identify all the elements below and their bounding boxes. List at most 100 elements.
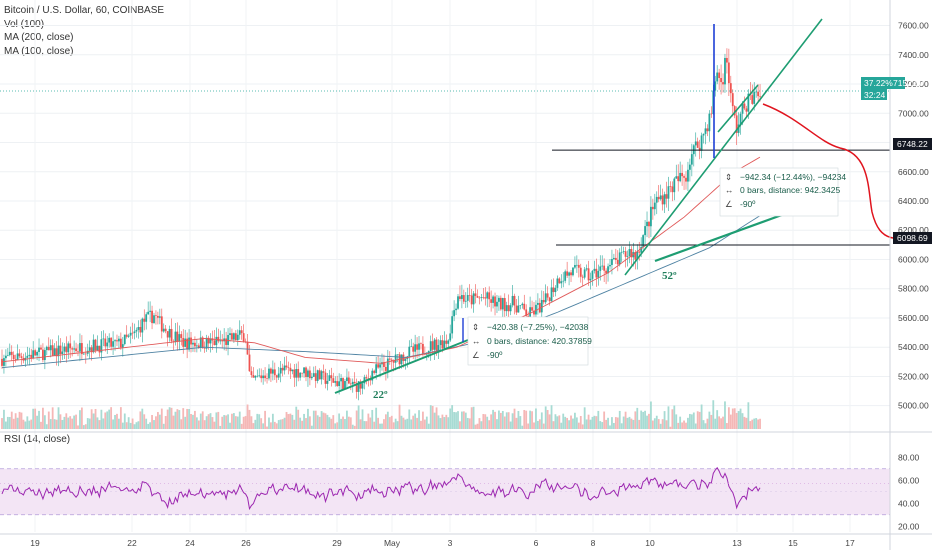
candle-body [63, 346, 66, 352]
candle-body [234, 333, 237, 341]
candle-body [611, 259, 613, 265]
candle-body [248, 354, 251, 372]
candle-body [51, 345, 54, 356]
measure-box-upper[interactable]: −942.34 (−12.44%), −94234 0 bars, distan… [719, 167, 846, 217]
volume-bar [82, 425, 85, 429]
volume-bar [511, 413, 514, 429]
candle-body [110, 337, 113, 347]
candle-body [336, 381, 339, 387]
volume-bar [357, 405, 360, 429]
volume-bar [550, 405, 553, 429]
volume-bar [36, 415, 38, 429]
volume-bar [384, 414, 387, 429]
candle-body [178, 334, 181, 342]
volume-bar [453, 412, 456, 429]
volume-bar [494, 411, 496, 429]
volume-bar [332, 415, 335, 429]
candle-body [283, 365, 286, 371]
volume-bar [531, 411, 533, 429]
candle-body [297, 369, 300, 378]
candle-body [566, 271, 569, 276]
volume-bar [106, 411, 109, 429]
volume-bar [599, 421, 602, 429]
volume-bar [324, 413, 327, 429]
volume-bar [308, 416, 311, 429]
candle-body [437, 345, 440, 351]
volume-bar [141, 408, 144, 429]
volume-bar [26, 416, 29, 429]
volume-bar [556, 416, 559, 429]
measure-box-lower[interactable]: −420.38 (−7.25%), −42038 0 bars, distanc… [467, 316, 592, 366]
volume-bar [119, 407, 122, 429]
volume-bar [71, 418, 74, 429]
candle-body [367, 378, 370, 379]
candle-body [347, 377, 350, 384]
volume-bar [227, 414, 229, 429]
volume-bar [217, 411, 220, 429]
trendline-steep [624, 18, 823, 276]
level-tag-upper: 6748.22 [893, 138, 932, 150]
volume-bar [38, 410, 40, 429]
volume-bar [521, 425, 524, 429]
volume-bar [696, 411, 699, 429]
volume-bar [501, 410, 504, 429]
candle-body [47, 346, 50, 351]
volume-bar [741, 413, 744, 429]
candle-body [535, 304, 537, 315]
volume-bar [704, 423, 707, 429]
candle-body [84, 353, 87, 355]
candle-body [694, 141, 697, 146]
candle-body [624, 251, 627, 257]
candle-body [418, 343, 420, 350]
volume-bar [673, 405, 676, 429]
candle-body [98, 345, 101, 353]
volume-bar [570, 415, 572, 429]
volume-bar [275, 423, 278, 429]
candle-body [32, 350, 35, 359]
level-tag-lower: 6098.69 [893, 232, 932, 244]
volume-bar [566, 417, 569, 429]
volume-bar [628, 416, 631, 429]
volume-bar [260, 418, 263, 429]
volume-bar [527, 423, 530, 429]
rsi-indicator-label[interactable]: RSI (14, close) [4, 434, 71, 445]
candle-body [581, 276, 584, 278]
time-tick-label: 26 [241, 538, 251, 548]
candle-body [486, 292, 489, 299]
candle-body [642, 235, 645, 247]
rsi-line [1, 466, 761, 511]
volume-bar [232, 413, 235, 429]
volume-bar [170, 407, 173, 429]
candle-body [192, 342, 194, 345]
volume-bar [114, 414, 116, 429]
ma200-indicator-label[interactable]: MA (200, close) [4, 32, 74, 43]
candle-body [26, 355, 29, 358]
ma100-indicator-label[interactable]: MA (100, close) [4, 45, 74, 57]
candle-body [131, 332, 134, 334]
candle-body [538, 302, 541, 313]
volume-indicator-label[interactable]: Vol (100) [4, 18, 45, 30]
volume-bar [281, 419, 284, 429]
volume-bar [392, 422, 395, 429]
candle-body [40, 347, 42, 350]
volume-bar [131, 418, 134, 429]
volume-bar [314, 410, 317, 429]
candle-body [402, 354, 405, 361]
volume-bar [244, 416, 247, 429]
volume-bar [18, 411, 21, 429]
volume-bar [418, 410, 420, 429]
candle-body [509, 305, 512, 312]
volume-bar [211, 417, 214, 429]
candle-body [268, 368, 270, 379]
candle-body [310, 376, 313, 379]
candle-body [710, 113, 713, 115]
volume-bar [355, 410, 358, 429]
angle-label-steep: 52º [662, 270, 677, 282]
volume-bar [657, 419, 660, 429]
candle-body [548, 297, 551, 302]
volume-bar [182, 408, 185, 429]
price-tick-label: 5800.00 [898, 284, 929, 294]
volume-bar [533, 422, 535, 429]
volume-bar [289, 413, 292, 429]
